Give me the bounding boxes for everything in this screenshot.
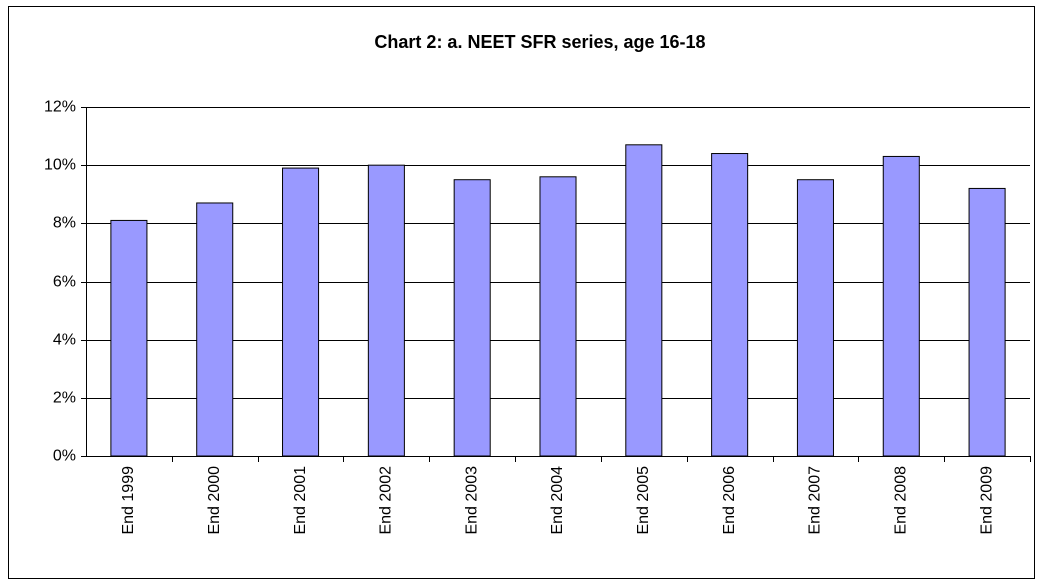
y-tick-label: 4% bbox=[53, 332, 76, 349]
y-tick-label: 8% bbox=[53, 215, 76, 232]
y-tick-label: 10% bbox=[44, 157, 76, 174]
y-tick-label: 6% bbox=[53, 274, 76, 291]
bar bbox=[367, 164, 405, 457]
bar bbox=[882, 155, 920, 457]
bar bbox=[796, 179, 834, 457]
y-tick-label: 12% bbox=[44, 99, 76, 116]
y-tick-label: 2% bbox=[53, 390, 76, 407]
x-tick-label: End 2002 bbox=[378, 466, 395, 535]
x-tick-label: End 1999 bbox=[120, 466, 137, 535]
chart-title: Chart 2: a. NEET SFR series, age 16-18 bbox=[374, 32, 705, 52]
bar bbox=[453, 179, 491, 457]
chart-frame bbox=[8, 6, 1035, 579]
bar bbox=[110, 219, 148, 457]
bar bbox=[711, 153, 749, 457]
x-tick-label: End 2009 bbox=[978, 466, 995, 535]
x-tick-label: End 2003 bbox=[463, 466, 480, 535]
x-tick-label: End 2007 bbox=[807, 466, 824, 535]
x-tick-label: End 2001 bbox=[292, 466, 309, 535]
x-tick-label: End 2004 bbox=[549, 466, 566, 535]
bar bbox=[196, 202, 234, 457]
bar bbox=[968, 187, 1006, 457]
x-tick-label: End 2005 bbox=[635, 466, 652, 535]
x-tick-label: End 2008 bbox=[892, 466, 909, 535]
x-tick-label: End 2000 bbox=[206, 466, 223, 535]
y-tick-label: 0% bbox=[53, 448, 76, 465]
x-tick-label: End 2006 bbox=[721, 466, 738, 535]
bar bbox=[625, 144, 663, 457]
bar bbox=[282, 167, 320, 457]
bar bbox=[539, 176, 577, 457]
